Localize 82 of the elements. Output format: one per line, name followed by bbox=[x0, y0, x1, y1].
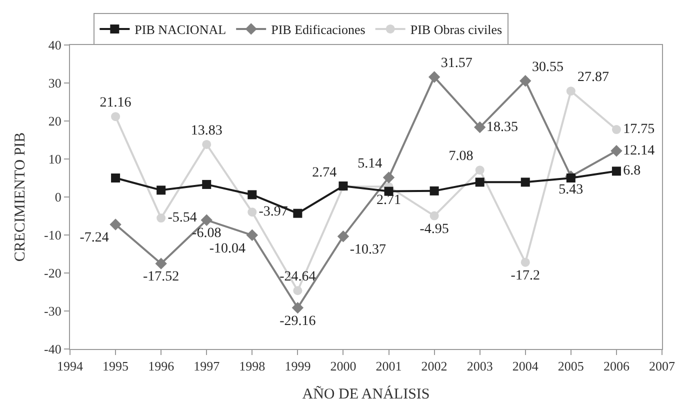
point bbox=[293, 208, 302, 218]
point bbox=[474, 121, 486, 134]
y-tick-label: -40 bbox=[44, 342, 62, 357]
point bbox=[610, 145, 622, 157]
point bbox=[248, 208, 257, 217]
y-tick-label: 0 bbox=[54, 190, 62, 205]
point bbox=[428, 71, 440, 83]
x-tick-label: 2003 bbox=[466, 358, 493, 374]
point bbox=[520, 178, 530, 187]
point bbox=[612, 166, 621, 176]
data-label: -10.37 bbox=[350, 242, 386, 258]
point bbox=[292, 302, 304, 314]
point bbox=[566, 174, 576, 182]
x-tick-label: 2005 bbox=[558, 358, 584, 374]
data-label: 17.75 bbox=[623, 122, 655, 138]
x-axis-title: AÑO DE ANÁLISIS bbox=[302, 386, 430, 403]
x-tick-label: 1998 bbox=[239, 358, 266, 374]
data-label: 7.08 bbox=[448, 148, 474, 164]
point bbox=[155, 258, 167, 270]
data-label: 5.14 bbox=[358, 156, 382, 172]
x-tick-label: 2004 bbox=[512, 358, 539, 374]
legend-label: PIB Edificaciones bbox=[271, 22, 366, 38]
x-tick-label: 1996 bbox=[148, 358, 175, 374]
x-tick-label: 1995 bbox=[102, 358, 129, 374]
data-label: -17.52 bbox=[142, 270, 180, 285]
point bbox=[430, 186, 439, 196]
y-tick-label: 40 bbox=[48, 38, 62, 53]
point bbox=[202, 140, 212, 149]
data-label: 21.16 bbox=[100, 95, 132, 110]
legend-label: PIB Obras civiles bbox=[410, 22, 502, 38]
data-label: -6.08 bbox=[192, 226, 222, 242]
y-tick-label: 30 bbox=[48, 76, 62, 91]
data-label: -24.64 bbox=[280, 270, 316, 285]
point bbox=[246, 229, 258, 241]
point bbox=[475, 178, 484, 187]
x-tick-label: 2000 bbox=[330, 358, 356, 374]
data-label: 30.55 bbox=[532, 60, 564, 75]
point bbox=[430, 211, 439, 220]
point bbox=[293, 286, 302, 296]
y-tick-label: -10 bbox=[44, 228, 62, 243]
x-tick-label: 2007 bbox=[649, 358, 676, 374]
data-label: -10.04 bbox=[209, 241, 246, 256]
point bbox=[111, 112, 120, 122]
y-tick-label: -30 bbox=[44, 304, 62, 319]
legend-label: PIB NACIONAL bbox=[134, 22, 226, 38]
y-tick-label: 10 bbox=[48, 152, 62, 167]
y-axis-title: CRECIMIENTO PIB bbox=[12, 132, 28, 262]
y-tick-label: -20 bbox=[44, 266, 62, 281]
y-tick-label: 20 bbox=[48, 114, 62, 129]
data-label: 5.43 bbox=[558, 182, 584, 198]
point bbox=[612, 125, 621, 134]
data-label: -5.54 bbox=[168, 210, 197, 226]
point bbox=[156, 214, 166, 223]
point bbox=[111, 174, 120, 182]
data-label: -29.16 bbox=[280, 314, 316, 329]
x-tick-label: 2006 bbox=[603, 358, 630, 374]
data-label: 18.35 bbox=[486, 120, 518, 135]
data-label: 2.74 bbox=[312, 165, 337, 180]
data-label: -17.2 bbox=[510, 268, 540, 284]
data-label: 13.83 bbox=[190, 123, 222, 138]
x-tick-label: 2001 bbox=[376, 358, 402, 374]
data-label: -4.95 bbox=[420, 222, 449, 237]
point bbox=[520, 258, 530, 267]
data-label: 12.14 bbox=[623, 143, 655, 158]
point bbox=[202, 180, 212, 189]
point bbox=[566, 86, 576, 96]
point bbox=[248, 190, 257, 200]
x-tick-label: 1994 bbox=[57, 358, 84, 374]
data-label: 31.57 bbox=[440, 56, 472, 71]
x-tick-label: 2002 bbox=[421, 358, 448, 374]
point bbox=[520, 75, 532, 87]
data-label: 6.8 bbox=[623, 164, 641, 179]
point bbox=[382, 172, 395, 184]
point bbox=[156, 186, 166, 195]
data-label: -7.24 bbox=[80, 230, 109, 246]
data-label: 27.87 bbox=[578, 70, 610, 85]
point bbox=[475, 166, 484, 175]
point bbox=[110, 218, 122, 230]
point bbox=[337, 230, 350, 242]
point bbox=[200, 214, 212, 226]
x-tick-label: 1997 bbox=[194, 358, 220, 374]
x-tick-label: 1999 bbox=[284, 358, 311, 374]
